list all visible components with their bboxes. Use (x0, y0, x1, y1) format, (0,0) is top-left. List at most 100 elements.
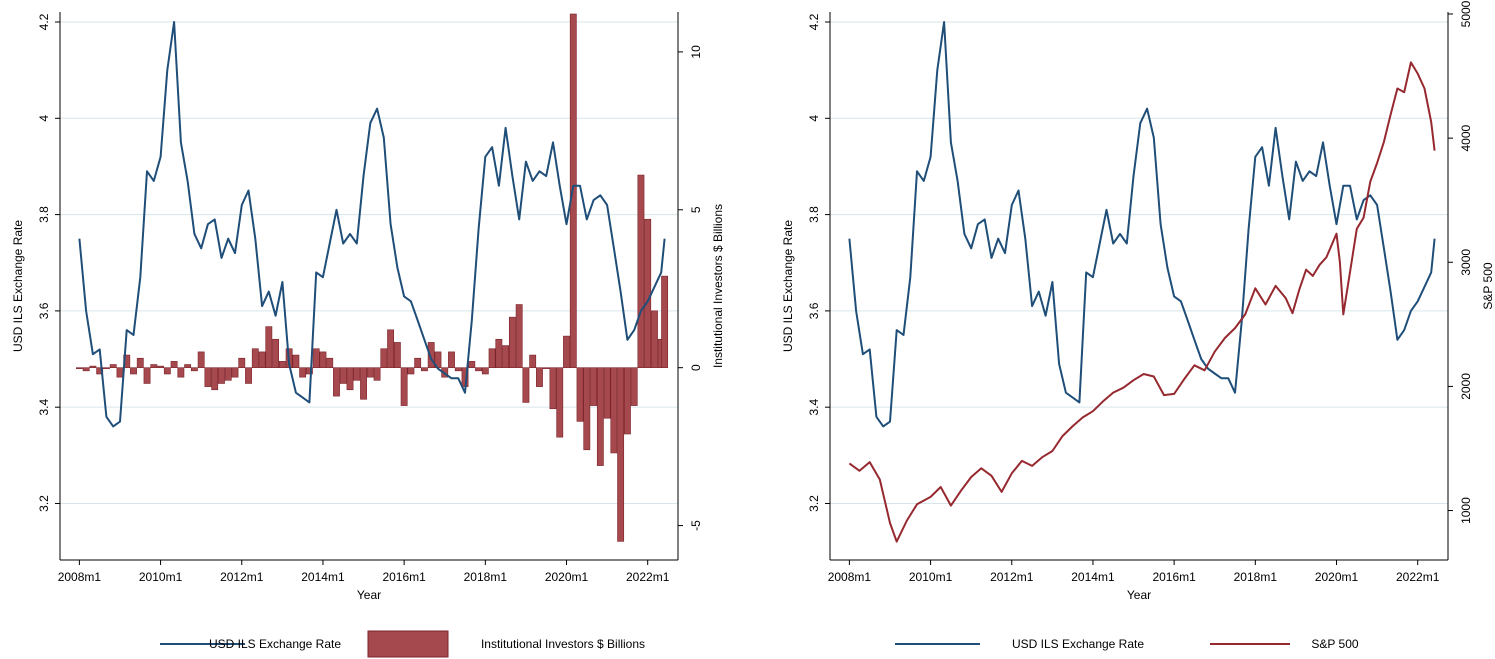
investors-bar (454, 367, 462, 372)
investors-bar (333, 367, 340, 397)
x-tick-label: 2022m1 (626, 570, 670, 584)
investors-bar (651, 310, 658, 368)
y-tick-label: 3.4 (807, 399, 821, 416)
investors-bar (184, 364, 192, 368)
y2-tick-label: 10 (689, 45, 703, 59)
investors-bar (150, 364, 158, 368)
y2-tick-label: 2000 (1459, 373, 1473, 400)
x-tick-label: 2016m1 (1152, 570, 1196, 584)
x-tick-label: 2018m1 (464, 570, 508, 584)
investors-bar (495, 338, 503, 368)
investors-bar (366, 367, 374, 378)
investors-bar (603, 367, 611, 419)
investors-bar (326, 357, 334, 368)
investors-bar (116, 367, 124, 378)
x-tick-label: 2014m1 (301, 570, 345, 584)
investors-bar (278, 361, 286, 368)
investors-bar (468, 361, 476, 368)
x-tick-label: 2012m1 (220, 570, 264, 584)
y-tick-label: 3.4 (37, 399, 51, 416)
investors-bar (576, 367, 584, 422)
investors-bar (299, 367, 307, 378)
x-tick-label: 2014m1 (1071, 570, 1115, 584)
investors-bar (414, 357, 422, 368)
investors-bar (245, 367, 252, 384)
investors-bar (339, 367, 347, 384)
investors-bar (89, 365, 97, 368)
investors-bar (617, 367, 625, 542)
investors-bar (251, 348, 259, 368)
investors-bar (109, 364, 117, 368)
investors-bar (488, 348, 496, 368)
investors-bar (170, 361, 178, 368)
exchange-rate-line (78, 21, 666, 428)
investors-bar (542, 367, 550, 369)
investors-bar (556, 367, 564, 438)
x-tick-label: 2022m1 (1396, 570, 1440, 584)
y2-tick-label: 5 (689, 206, 703, 213)
investors-bar (421, 367, 428, 372)
investors-bar (82, 367, 90, 372)
investors-bar (231, 367, 239, 378)
x-axis-title: Year (1127, 588, 1151, 602)
x-tick-label: 2008m1 (828, 570, 872, 584)
investors-bar (387, 329, 395, 368)
investors-bar (292, 354, 300, 368)
investors-bar (596, 367, 604, 466)
x-tick-label: 2008m1 (58, 570, 102, 584)
y-tick-label: 4.2 (807, 13, 821, 30)
legend-label: Institutional Investors $ Billions (481, 637, 645, 651)
investors-bar (130, 367, 137, 375)
y-tick-label: 3.6 (807, 302, 821, 319)
investors-bar (346, 367, 354, 391)
investors-bar (265, 326, 273, 368)
x-tick-label: 2010m1 (139, 570, 183, 584)
y2-tick-label: 1000 (1459, 497, 1473, 524)
investors-bar (590, 367, 597, 406)
y2-tick-label: 5000 (1459, 0, 1473, 27)
investors-bar (373, 367, 381, 381)
legend-label: USD ILS Exchange Rate (1012, 637, 1144, 651)
investors-bar (211, 367, 219, 391)
investors-bar (197, 351, 205, 368)
x-axis-title: Year (357, 588, 381, 602)
y2-tick-label: 3000 (1459, 249, 1473, 276)
investors-bar (360, 367, 367, 400)
investors-bar (549, 367, 557, 410)
legend-investors-swatch (367, 630, 449, 658)
y-tick-label: 4 (37, 115, 51, 122)
x-tick-label: 2010m1 (909, 570, 953, 584)
y-tick-label: 4.2 (37, 13, 51, 30)
investors-bar (515, 304, 523, 368)
legend-label: S&P 500 (1311, 637, 1358, 651)
investors-bar (103, 367, 110, 369)
investors-bar (502, 345, 510, 368)
legend-label: USD ILS Exchange Rate (209, 637, 341, 651)
investors-bar (238, 357, 246, 368)
investors-bar (407, 367, 415, 375)
investors-bar (163, 367, 171, 375)
y-axis-title: USD ILS Exchange Rate (11, 220, 25, 352)
investors-bar (353, 367, 361, 381)
chart-right: 3.2 3.4 3.6 3.8 4 4.2 1000 2000 3000 4000 5000 2008… (781, 0, 1495, 651)
x-tick-label: 2012m1 (990, 570, 1034, 584)
investors-bar (393, 342, 401, 368)
investors-bar (204, 367, 212, 387)
investors-bar (258, 351, 266, 368)
y-tick-label: 3.6 (37, 302, 51, 319)
investors-bar (157, 365, 164, 368)
investors-bar (218, 367, 225, 384)
investors-bar (177, 367, 185, 378)
investors-bar (637, 174, 645, 368)
investors-bar (536, 367, 543, 387)
investors-bar (312, 348, 320, 368)
y2-tick-label: 0 (689, 364, 703, 371)
x-tick-label: 2016m1 (382, 570, 426, 584)
x-tick-label: 2018m1 (1234, 570, 1278, 584)
investors-bar (522, 367, 530, 403)
y-tick-label: 4 (807, 115, 821, 122)
investors-bar (563, 335, 570, 368)
chart-left: 3.2 3.4 3.6 3.8 4 4.2 -5 0 5 10 2008m1 2010m1 2012m1… (11, 12, 725, 658)
investors-bar (427, 342, 435, 368)
exchange-rate-line (848, 21, 1436, 428)
